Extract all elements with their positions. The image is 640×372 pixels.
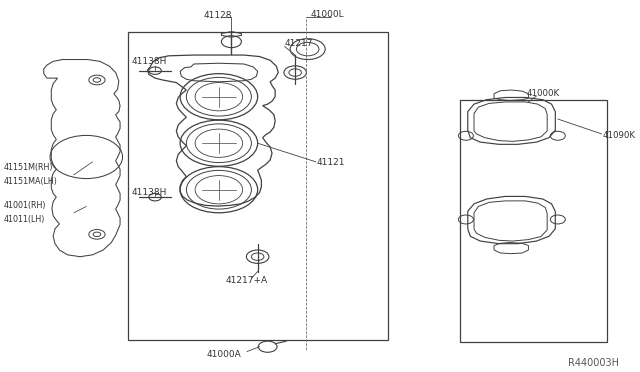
Text: 41217+A: 41217+A bbox=[225, 276, 268, 285]
Text: 41138H: 41138H bbox=[131, 188, 166, 197]
Text: 41128: 41128 bbox=[204, 11, 232, 20]
Text: 41151MA(LH): 41151MA(LH) bbox=[3, 177, 57, 186]
Bar bbox=[460, 100, 607, 342]
Text: 41217: 41217 bbox=[285, 39, 313, 48]
Text: 41121: 41121 bbox=[316, 158, 345, 167]
Text: 41151M(RH): 41151M(RH) bbox=[3, 163, 52, 172]
Text: 41011(LH): 41011(LH) bbox=[3, 215, 45, 224]
Text: 41138H: 41138H bbox=[131, 57, 166, 66]
Text: 41090K: 41090K bbox=[602, 131, 636, 140]
Text: 41000K: 41000K bbox=[527, 89, 559, 98]
Text: 41000A: 41000A bbox=[206, 350, 241, 359]
Text: 41000L: 41000L bbox=[311, 10, 344, 19]
Text: 41001(RH): 41001(RH) bbox=[3, 201, 45, 210]
Bar bbox=[128, 32, 388, 340]
Text: R440003H: R440003H bbox=[568, 358, 619, 368]
